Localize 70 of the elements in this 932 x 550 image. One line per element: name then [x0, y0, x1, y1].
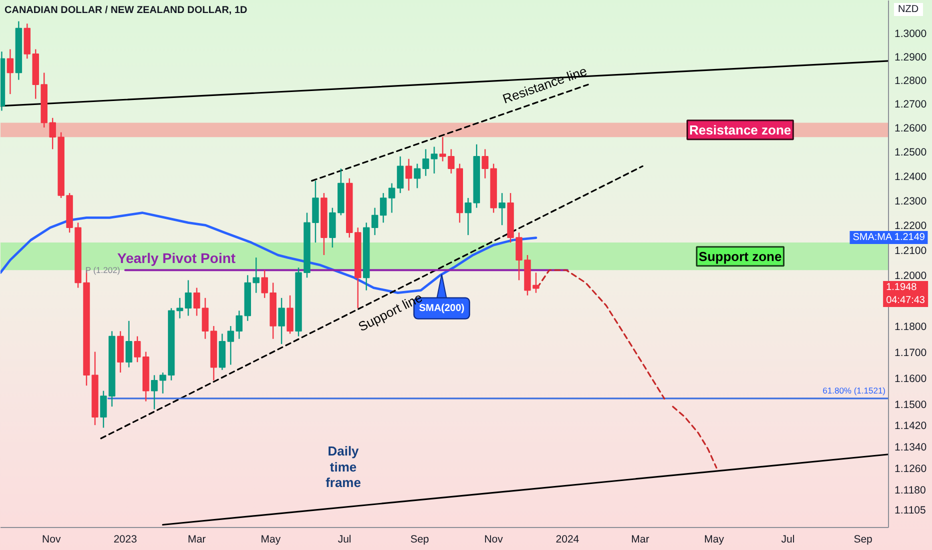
candlestick — [405, 158, 412, 192]
candlestick — [286, 294, 294, 334]
x-tick-label: 2024 — [556, 534, 580, 546]
candlestick — [439, 136, 446, 162]
y-tick-label: 1.1105 — [894, 504, 926, 517]
series-label: Yearly Pivot Point — [117, 250, 236, 266]
candlestick — [202, 297, 209, 340]
y-tick-label: 1.1180 — [894, 484, 926, 496]
x-tick-label: Mar — [188, 534, 206, 546]
annotation: 61.80% (1.1521) — [822, 385, 886, 396]
x-tick-label: Nov — [42, 534, 62, 546]
y-tick-label: 1.2500 — [894, 146, 927, 159]
x-tick-label: 2023 — [114, 534, 138, 546]
y-tick-label: 1.2200 — [894, 220, 927, 232]
x-tick-label: Jul — [781, 534, 795, 546]
candlestick — [380, 192, 387, 224]
candlestick — [516, 232, 522, 281]
candlestick — [498, 192, 506, 226]
line-series — [672, 406, 718, 469]
y-tick-label: 1.1420 — [894, 420, 927, 432]
y-tick-label: 1.2100 — [894, 245, 927, 258]
chart-title: CANADIAN DOLLAR / NEW ZEALAND DOLLAR, 1D — [4, 5, 248, 16]
y-tick-label: 1.2800 — [894, 74, 927, 87]
candlestick — [176, 297, 184, 319]
candlestick — [388, 182, 396, 214]
annotation: 1.1948 04:47:43 — [883, 281, 928, 308]
x-tick-label: Mar — [631, 534, 650, 546]
y-tick-label: 1.2600 — [894, 122, 927, 134]
y-tick-label: 1.1260 — [894, 462, 927, 475]
candlestick — [448, 148, 455, 174]
y-tick-label: 1.2700 — [894, 98, 927, 111]
y-tick-label: 1.1800 — [894, 321, 927, 334]
x-tick-label: Sep — [854, 534, 873, 546]
candlestick — [371, 207, 378, 236]
annotation: P (1.202) — [85, 265, 120, 276]
x-tick-label: Jul — [338, 534, 352, 546]
y-tick-label: 1.2000 — [894, 270, 927, 282]
candlestick — [193, 287, 200, 316]
x-tick-label: May — [704, 534, 725, 546]
candlestick — [6, 48, 14, 95]
annotation: SMA:MA 1.2149 — [850, 230, 928, 244]
candlestick — [126, 320, 132, 368]
x-tick-label: Sep — [410, 534, 430, 546]
y-tick-label: 1.1600 — [894, 372, 927, 385]
candlestick — [236, 310, 243, 340]
candlestick — [227, 325, 234, 366]
y-axis-title: NZD — [894, 3, 923, 16]
candlestick — [159, 372, 166, 394]
candlestick — [261, 270, 268, 299]
band-label: Support zone — [698, 248, 782, 264]
candlestick — [150, 374, 158, 410]
x-tick-label: Nov — [484, 534, 504, 546]
band-label: Resistance zone — [689, 122, 792, 138]
candlestick — [414, 163, 421, 189]
y-tick-label: 1.3000 — [894, 28, 927, 40]
y-tick-label: 1.2900 — [894, 51, 927, 64]
candlestick — [396, 156, 404, 194]
candlestick — [422, 148, 430, 177]
x-tick-label: May — [260, 534, 282, 546]
candlestick — [278, 297, 285, 345]
candlestick — [100, 390, 107, 428]
y-tick-label: 1.2300 — [894, 195, 927, 208]
y-tick-label: 1.2400 — [894, 170, 927, 183]
candlestick — [184, 280, 192, 316]
y-tick-label: 1.1700 — [894, 346, 927, 359]
annotation: Daily time frame — [326, 444, 361, 490]
y-tick-label: 1.1340 — [894, 441, 927, 454]
candlestick — [252, 256, 260, 294]
y-tick-label: 1.1500 — [894, 398, 927, 411]
candlestick — [430, 146, 438, 174]
